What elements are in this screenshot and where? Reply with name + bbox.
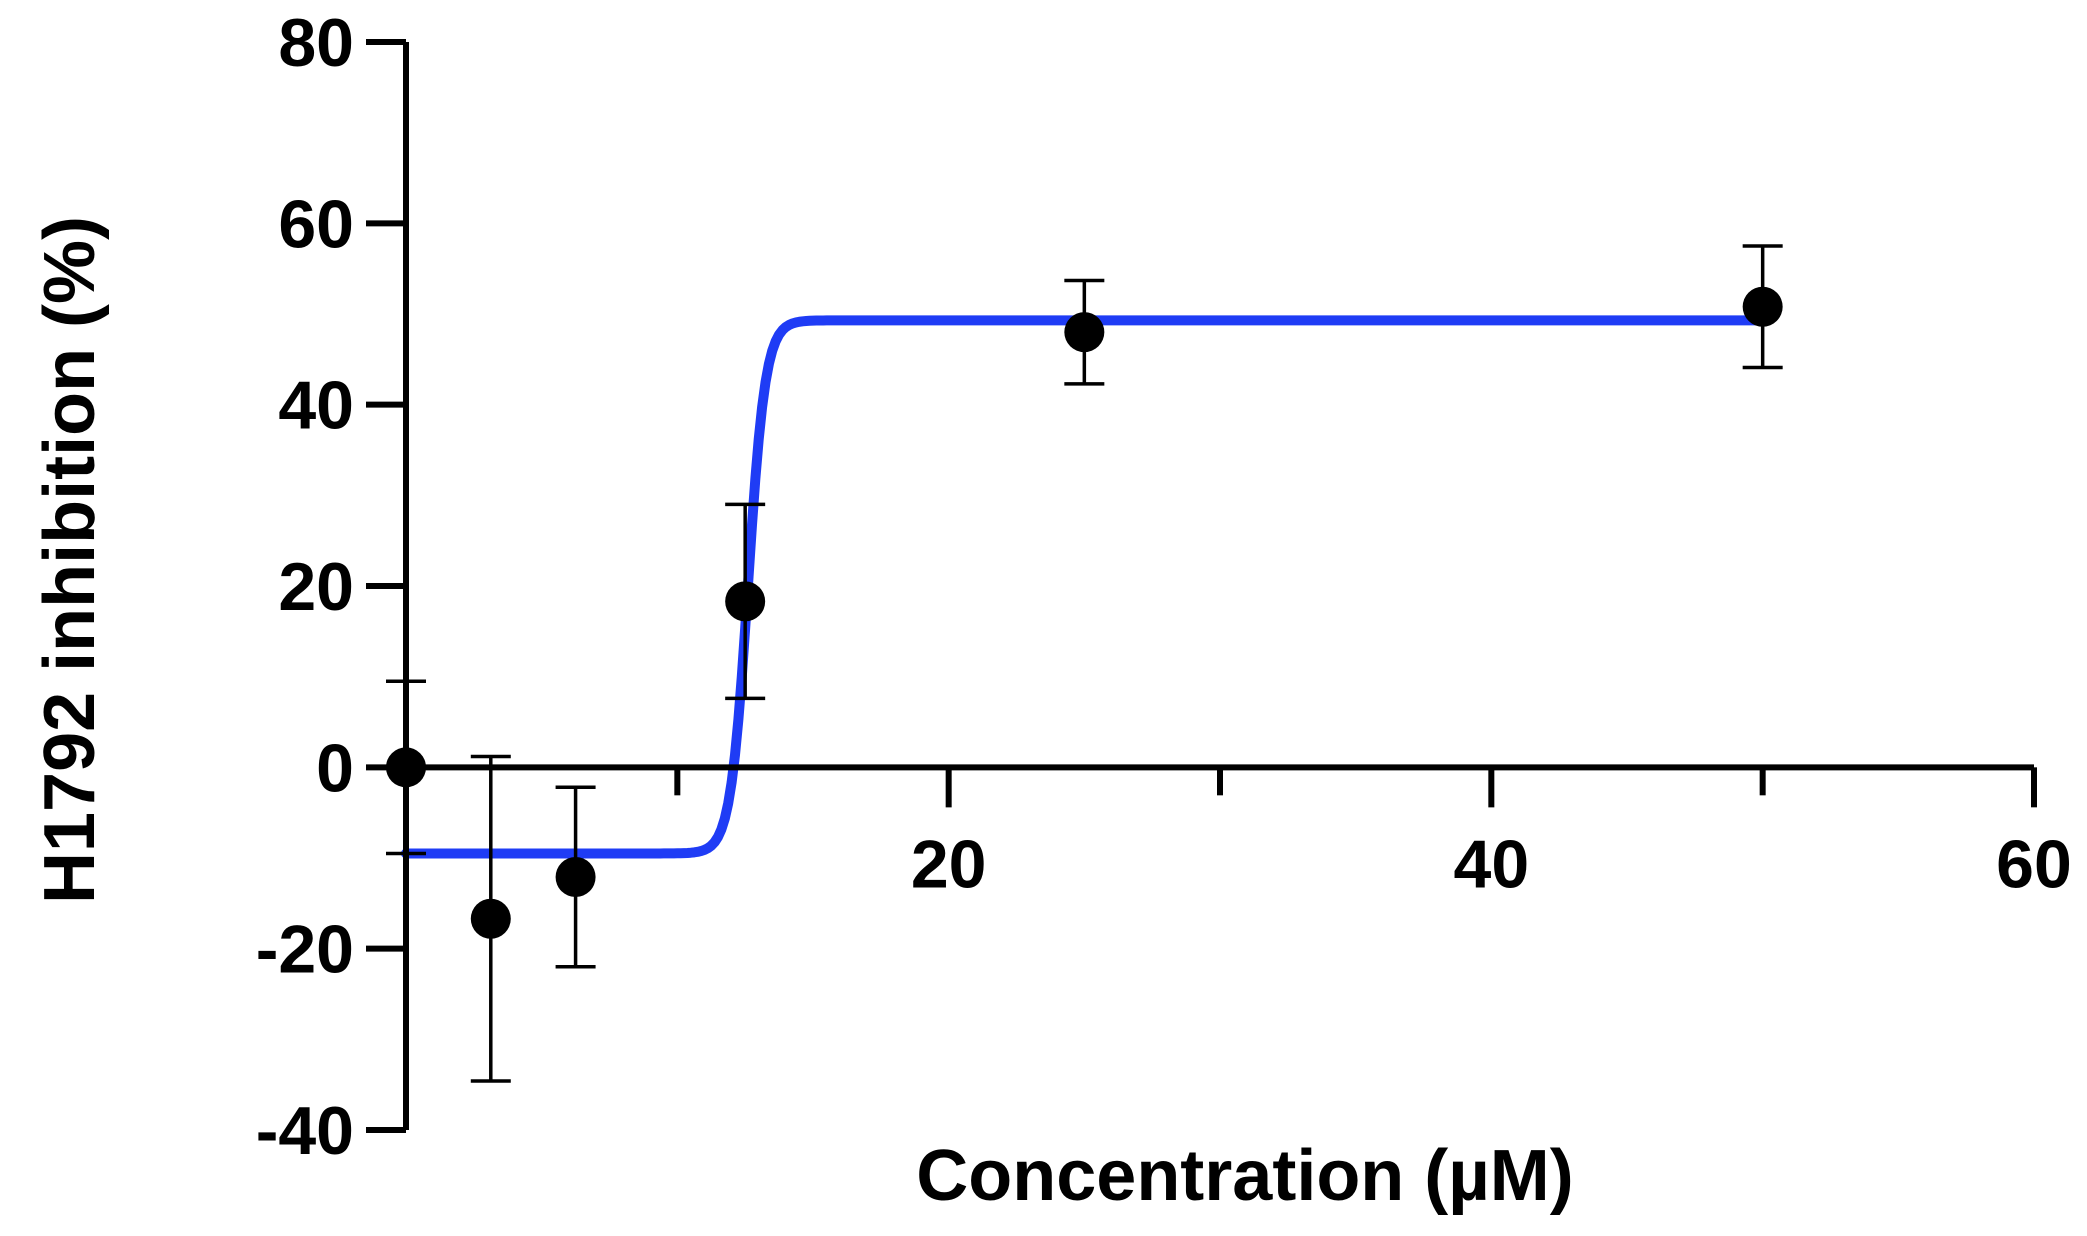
y-tick-label: 60 bbox=[278, 186, 354, 262]
y-tick-label: 80 bbox=[278, 5, 354, 81]
x-tick-label: 60 bbox=[1996, 826, 2072, 902]
error-bars-layer bbox=[386, 244, 1783, 1083]
fit-curve-layer bbox=[401, 315, 1768, 859]
y-tick-label: 40 bbox=[278, 368, 354, 444]
y-tick-label: -40 bbox=[256, 1093, 354, 1169]
data-points-layer bbox=[386, 286, 1783, 939]
y-tick-label: -20 bbox=[256, 912, 354, 988]
x-tick-label: 40 bbox=[1454, 826, 1530, 902]
y-tick-label: 0 bbox=[316, 730, 354, 806]
data-point bbox=[725, 581, 766, 622]
fit-curve bbox=[401, 315, 1768, 859]
y-axis-title: H1792 inhibition (%) bbox=[30, 216, 110, 904]
y-tick-label: 20 bbox=[278, 549, 354, 625]
data-point bbox=[555, 857, 596, 898]
tick-labels-layer: -40 -20 0 20 40 60 80 20 40 60 bbox=[256, 5, 2072, 1169]
axes-layer bbox=[366, 39, 2037, 1133]
data-point bbox=[386, 747, 426, 788]
x-axis-title: Concentration (µM) bbox=[916, 1136, 1573, 1216]
data-point bbox=[470, 898, 511, 939]
data-point bbox=[1742, 286, 1783, 327]
x-tick-label: 20 bbox=[911, 826, 987, 902]
data-point bbox=[1064, 312, 1105, 353]
